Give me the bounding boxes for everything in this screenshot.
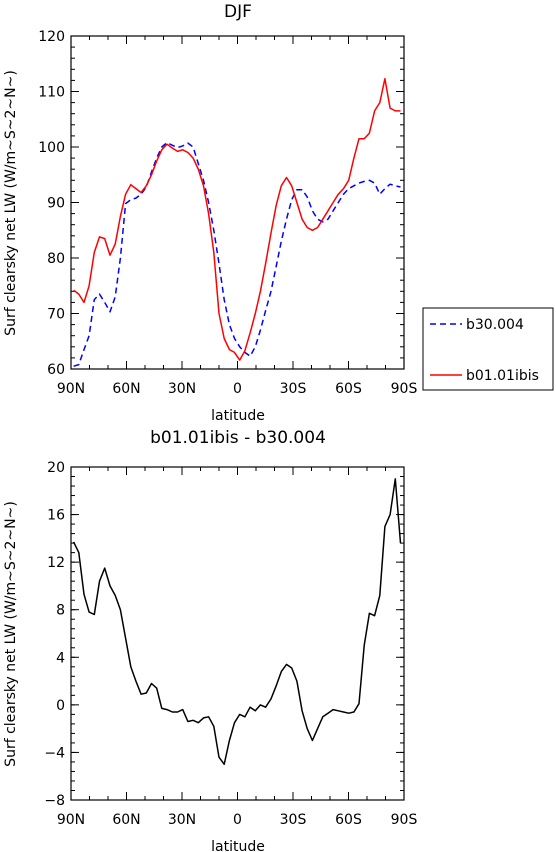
top-y-tick-label: 80 <box>47 251 65 267</box>
top-y-tick-label: 120 <box>38 29 65 45</box>
top-y-tick-label: 70 <box>47 307 65 323</box>
bottom-panel: b01.01ibis - b30.004 90N 60N 30N 0 30S 60S 90S… <box>3 428 417 852</box>
top-x-tick-label: 0 <box>233 381 242 397</box>
top-x-tick-label: 30N <box>168 381 196 397</box>
bottom-y-tick-label: −8 <box>44 793 65 809</box>
top-y-axis-label: Surf clearsky net LW (W/m~S~2~N~) <box>3 70 19 336</box>
top-x-tick-label: 30S <box>280 381 307 397</box>
bottom-y-tick-label: 16 <box>47 508 65 524</box>
top-panel: DJF 90N 60N 30N 0 30S 60S 90S 60 70 80 90 100 110 120… <box>3 2 417 424</box>
top-series-line-b30-004 <box>73 141 401 367</box>
bottom-y-tick-label: 8 <box>56 603 65 619</box>
top-chart-title: DJF <box>224 2 252 22</box>
top-series-line-b01-01ibis <box>73 77 401 361</box>
top-y-tick-label: 110 <box>38 85 65 101</box>
bottom-x-tick-label: 30S <box>280 812 307 828</box>
bottom-chart-title: b01.01ibis - b30.004 <box>150 428 326 448</box>
bottom-y-tick-label: 12 <box>47 555 65 571</box>
top-x-tick-label: 90N <box>57 381 85 397</box>
bottom-y-tick-label: 4 <box>56 650 65 666</box>
bottom-y-tick-label: 0 <box>56 698 65 714</box>
bottom-y-tick-label: 20 <box>47 460 65 476</box>
bottom-x-tick-label: 30N <box>168 812 196 828</box>
top-x-tick-label: 60N <box>112 381 140 397</box>
top-plot-area: 90N 60N 30N 0 30S 60S 90S 60 70 80 90 100 110 120 <box>38 29 417 397</box>
bottom-y-axis-label: Surf clearsky net LW (W/m~S~2~N~) <box>3 501 19 767</box>
top-x-tick-label: 90S <box>391 381 418 397</box>
bottom-x-axis-label: latitude <box>211 839 265 852</box>
top-x-axis-label: latitude <box>211 408 265 424</box>
top-y-tick-label: 60 <box>47 362 65 378</box>
top-y-tick-label: 100 <box>38 140 65 156</box>
bottom-plot-area: 90N 60N 30N 0 30S 60S 90S −8 −4 0 4 8 12 16 20 <box>44 460 417 828</box>
legend-box <box>422 307 554 391</box>
bottom-x-tick-label: 60N <box>112 812 140 828</box>
bottom-x-tick-label: 60S <box>335 812 362 828</box>
bottom-x-tick-label: 90N <box>57 812 85 828</box>
bottom-y-tick-label: −4 <box>44 745 65 761</box>
legend-label-b30-004: b30.004 <box>466 317 524 333</box>
legend: b30.004 b01.01ibis <box>422 307 554 391</box>
legend-label-b01-01ibis: b01.01ibis <box>466 368 539 384</box>
bottom-series-line-diff <box>72 478 402 766</box>
top-y-tick-label: 90 <box>47 196 65 212</box>
top-x-tick-label: 60S <box>335 381 362 397</box>
bottom-x-tick-label: 0 <box>233 812 242 828</box>
bottom-x-tick-label: 90S <box>391 812 418 828</box>
